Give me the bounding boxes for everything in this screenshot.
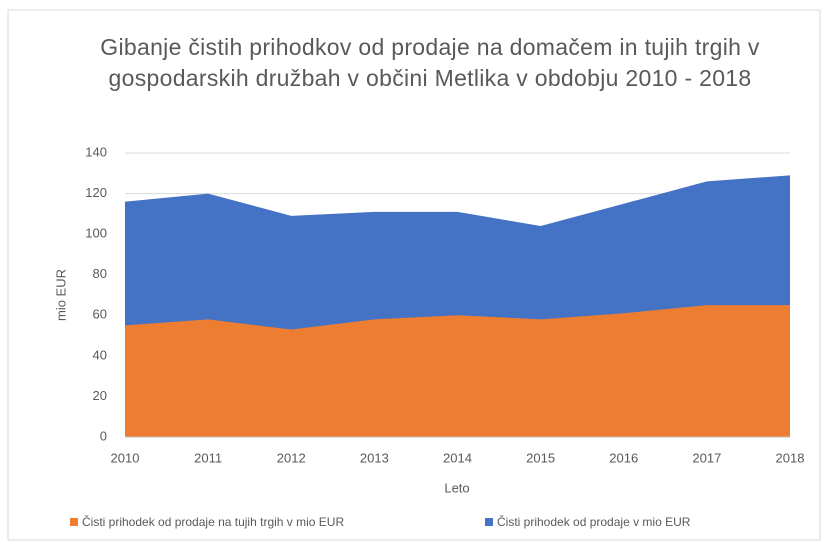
y-tick-label: 40 <box>93 347 107 362</box>
x-tick-label: 2011 <box>194 450 222 465</box>
chart-title: Gibanje čistih prihodkov od prodaje na d… <box>100 34 760 91</box>
y-tick-label: 100 <box>85 226 107 241</box>
y-tick-label: 20 <box>93 388 107 403</box>
x-tick-label: 2015 <box>526 450 555 465</box>
legend-swatch <box>485 518 493 526</box>
y-axis-label: mio EUR <box>53 269 68 321</box>
x-axis-label: Leto <box>444 480 469 495</box>
x-tick-label: 2016 <box>609 450 638 465</box>
y-tick-label: 120 <box>85 185 107 200</box>
y-tick-label: 60 <box>93 307 107 322</box>
x-tick-label: 2017 <box>692 450 721 465</box>
x-tick-label: 2018 <box>776 450 805 465</box>
y-tick-label: 140 <box>85 144 107 159</box>
x-tick-label: 2013 <box>360 450 389 465</box>
legend-label: Čisti prihodek od prodaje na tujih trgih… <box>82 514 344 529</box>
y-tick-label: 0 <box>100 428 107 443</box>
area <box>125 305 790 437</box>
y-tick-label: 80 <box>93 266 107 281</box>
legend-swatch <box>70 518 78 526</box>
legend-label: Čisti prihodek od prodaje v mio EUR <box>497 514 691 529</box>
x-tick-label: 2014 <box>443 450 472 465</box>
x-tick-label: 2010 <box>111 450 140 465</box>
x-tick-label: 2012 <box>277 450 306 465</box>
